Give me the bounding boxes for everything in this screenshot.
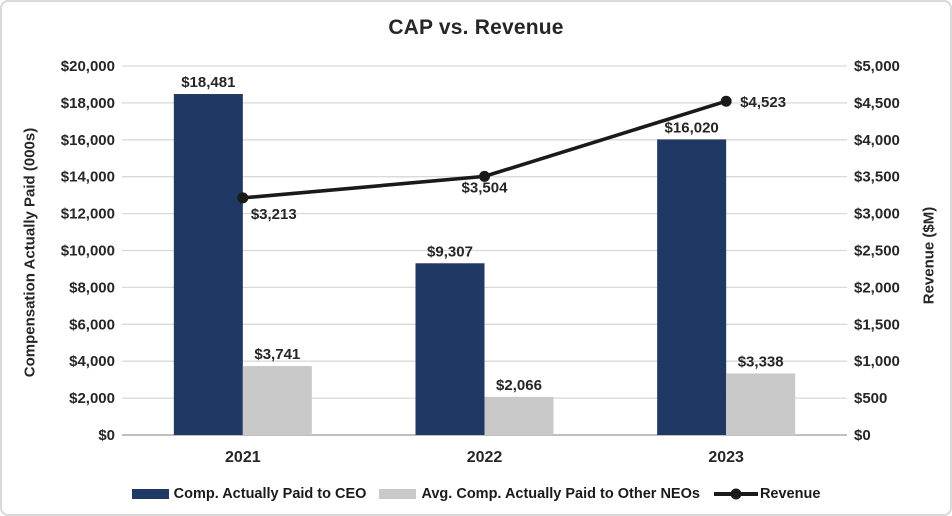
bar-value-label: $2,066 (496, 377, 542, 394)
right-axis-tick: $3,000 (854, 206, 900, 223)
revenue-value-label: $3,213 (251, 206, 297, 223)
left-axis-tick: $14,000 (61, 169, 115, 186)
right-axis-tick: $5,000 (854, 58, 900, 75)
legend-swatch-ceo-bar (131, 489, 169, 499)
left-axis-tick: $6,000 (69, 316, 115, 333)
left-axis-tick: $16,000 (61, 132, 115, 149)
bar-ceo-2022 (415, 263, 485, 435)
right-axis-tick: $3,500 (854, 169, 900, 186)
left-axis-tick: $4,000 (69, 353, 115, 370)
legend-label-revenue: Revenue (759, 486, 821, 502)
left-axis-tick: $10,000 (61, 243, 115, 260)
legend-item-neo: Avg. Comp. Actually Paid to Other NEOs (379, 486, 700, 502)
bar-value-label: $16,020 (665, 119, 719, 136)
chart-legend: Comp. Actually Paid to CEO Avg. Comp. Ac… (2, 486, 950, 502)
legend-line-marker-icon (713, 488, 758, 500)
bar-neo-2021 (242, 365, 312, 435)
legend-item-ceo: Comp. Actually Paid to CEO (131, 486, 367, 502)
revenue-point-2021 (237, 192, 249, 204)
x-axis-label-2021: 2021 (225, 449, 261, 466)
right-axis-tick: $2,000 (854, 279, 900, 296)
left-axis-tick: $2,000 (69, 390, 115, 407)
revenue-point-2022 (479, 170, 490, 182)
legend-item-revenue: Revenue (713, 486, 820, 502)
x-axis-label-2022: 2022 (467, 449, 503, 466)
bar-ceo-2023 (657, 139, 727, 435)
left-axis-tick: $18,000 (61, 95, 115, 112)
bar-value-label: $3,741 (254, 346, 300, 363)
bar-neo-2023 (726, 373, 796, 435)
left-axis-tick: $8,000 (69, 279, 115, 296)
left-axis-tick: $12,000 (61, 206, 115, 223)
right-axis-tick: $500 (854, 390, 887, 407)
right-axis-tick: $4,000 (854, 132, 900, 149)
left-axis-title: Compensation Actually Paid (000s) (21, 127, 39, 378)
bar-value-label: $3,338 (738, 353, 784, 370)
x-axis-label-2023: 2023 (708, 449, 744, 466)
legend-label-ceo: Comp. Actually Paid to CEO (173, 486, 367, 502)
right-axis-tick: $1,000 (854, 353, 900, 370)
bar-value-label: $18,481 (181, 74, 235, 91)
legend-label-neo: Avg. Comp. Actually Paid to Other NEOs (421, 486, 700, 502)
left-axis-tick: $20,000 (61, 58, 115, 75)
right-axis-tick: $4,500 (854, 95, 900, 112)
chart-title: CAP vs. Revenue (388, 16, 564, 39)
legend-swatch-neo-bar (379, 489, 417, 499)
revenue-value-label: $4,523 (740, 94, 786, 111)
right-axis-title: Revenue ($M) (920, 206, 938, 305)
revenue-point-2023 (720, 95, 732, 107)
bar-ceo-2021 (173, 94, 243, 436)
right-axis-tick: $2,500 (854, 243, 900, 260)
left-axis-tick: $0 (98, 427, 115, 444)
right-axis-tick: $0 (854, 427, 871, 444)
right-axis-tick: $1,500 (854, 316, 900, 333)
bar-neo-2022 (484, 396, 554, 435)
revenue-value-label: $3,504 (462, 179, 509, 196)
bar-value-label: $9,307 (427, 243, 473, 260)
